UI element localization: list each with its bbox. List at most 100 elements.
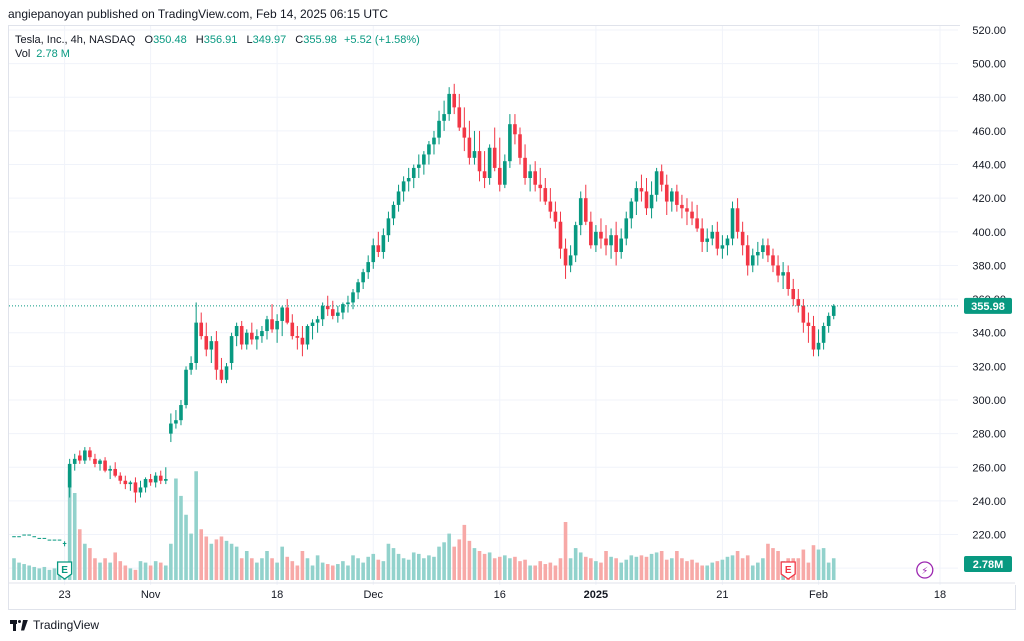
candle-body: [503, 161, 507, 185]
candle-body: [315, 319, 320, 323]
volume-bar: [508, 558, 512, 580]
candle-body: [558, 221, 563, 249]
candle-body: [508, 124, 512, 162]
candle-body: [528, 171, 532, 178]
volume-bar: [462, 524, 467, 580]
candle-body: [255, 336, 259, 340]
volume-bar: [831, 558, 836, 580]
candle-body: [295, 336, 300, 338]
volume-bar: [179, 495, 183, 580]
candle-body: [67, 463, 72, 488]
chart-area[interactable]: 520.00 500.00 480.00 460.00 440.00 420.00 400.…: [0, 25, 1024, 610]
candle-body: [417, 164, 421, 168]
candle-body: [265, 319, 269, 332]
volume-bar: [437, 546, 441, 580]
volume-bar: [22, 564, 26, 580]
volume-bar: [654, 552, 659, 580]
volume-bar: [108, 562, 112, 580]
volume-bar: [467, 540, 472, 580]
volume-bar: [164, 565, 168, 580]
tradingview-brand: TradingView: [33, 618, 100, 632]
volume-bar: [558, 558, 563, 580]
candle-body: [391, 204, 396, 219]
volume-bar: [224, 540, 229, 580]
volume-bar: [513, 556, 517, 580]
candle-body: [427, 144, 431, 155]
candle-body: [791, 289, 796, 300]
candle-body: [17, 536, 21, 538]
volume-bar: [184, 514, 188, 580]
candle-body: [194, 322, 198, 363]
y-tick-label: 240.00: [972, 496, 1006, 508]
volume-bar: [761, 558, 765, 580]
volume-bar: [88, 548, 92, 580]
volume-bar: [27, 565, 31, 580]
volume-bar: [811, 545, 816, 580]
earnings-marker-icon: [780, 561, 796, 580]
volume-bar: [361, 562, 365, 580]
candle-body: [346, 302, 350, 305]
last-volume-label: 2.78M: [973, 559, 1004, 571]
volume-bar: [32, 566, 37, 580]
volume-bar: [609, 556, 613, 580]
volume-bar: [452, 546, 457, 580]
candle-body: [164, 479, 168, 481]
volume-bar: [417, 553, 421, 580]
candle-body: [644, 191, 649, 209]
candle-body: [609, 235, 613, 246]
candle-body: [720, 245, 725, 249]
candle-body: [533, 171, 537, 185]
open-label: O: [144, 34, 154, 46]
candle-body: [492, 147, 497, 168]
volume-bar: [705, 565, 710, 580]
candle-body: [361, 272, 365, 283]
candle-body: [108, 468, 112, 471]
volume-bar: [148, 565, 153, 580]
candle-body: [320, 305, 325, 320]
candle-body: [685, 208, 689, 212]
volume-bar: [629, 555, 634, 580]
candle-body: [57, 539, 62, 541]
candle-body: [275, 320, 279, 330]
last-price-badge: [964, 297, 1012, 314]
candle-body: [209, 341, 214, 350]
candle-body: [548, 201, 553, 212]
volume-bar: [406, 559, 411, 580]
x-tick-label: Feb: [809, 589, 828, 601]
candle-body: [654, 171, 659, 195]
publish-caption: angiepanoyan published on TradingView.co…: [8, 7, 389, 21]
volume-bar: [735, 551, 740, 580]
volume-label: Vol: [15, 48, 31, 60]
volume-bar: [250, 558, 254, 580]
candle-body: [629, 201, 634, 219]
volume-bar: [411, 552, 416, 580]
candle-body: [538, 184, 543, 189]
volume-bar: [381, 561, 386, 580]
candle-body: [366, 262, 370, 273]
candle-body: [543, 188, 548, 202]
candle-body: [310, 322, 315, 326]
candle-body: [52, 539, 57, 541]
volume-bar: [366, 556, 370, 580]
volume-bar: [750, 565, 755, 580]
candle-body: [811, 326, 816, 350]
candle-body: [452, 93, 457, 108]
candle-body: [118, 475, 123, 481]
volume-bar: [133, 569, 138, 580]
volume-bar: [801, 549, 806, 580]
candle-body: [816, 342, 821, 350]
volume-bar: [47, 569, 52, 580]
volume-bar: [346, 565, 350, 580]
candle-body: [371, 245, 376, 263]
candle-body: [634, 188, 639, 202]
high-value: 356.91: [203, 34, 238, 46]
volume-bar: [42, 566, 47, 580]
open-value: 350.48: [153, 34, 187, 46]
candlestick-chart[interactable]: 520.00 500.00 480.00 460.00 440.00 420.00 400.…: [0, 25, 1024, 610]
tradingview-footer[interactable]: TradingView: [10, 618, 99, 632]
volume-bar: [204, 536, 209, 580]
volume-bar: [401, 558, 406, 580]
volume-bar: [52, 568, 57, 580]
volume-bar: [138, 561, 143, 580]
candle-body: [325, 305, 330, 310]
